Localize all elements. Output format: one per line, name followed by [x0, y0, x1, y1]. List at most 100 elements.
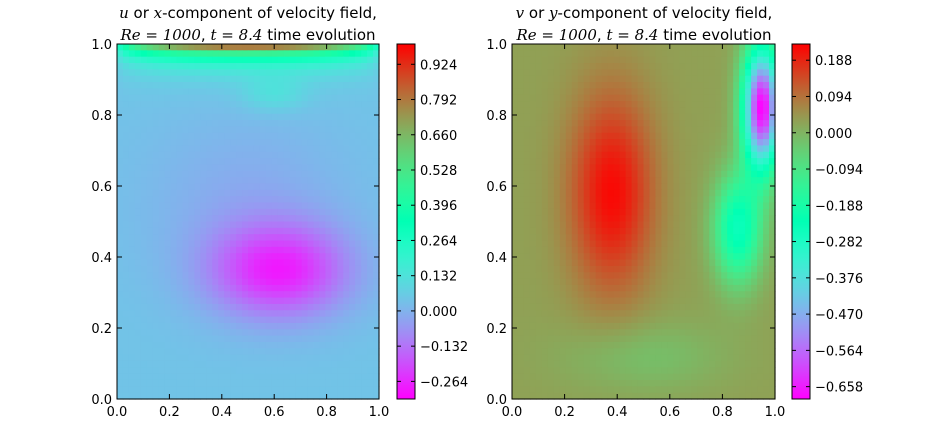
u-field-cell — [152, 56, 160, 64]
u-field-cell — [230, 253, 237, 261]
u-field-cell — [265, 94, 273, 102]
v-field-cell — [715, 151, 722, 159]
u-field-cell — [265, 101, 273, 108]
u-field-cell — [265, 329, 273, 337]
u-field-cell — [289, 354, 297, 362]
u-field-cell — [140, 151, 148, 159]
v-field-cell — [739, 44, 746, 51]
v-field-cell — [565, 354, 573, 362]
u-field-cell — [289, 303, 297, 311]
v-field-cell — [589, 50, 597, 58]
v-field-cell — [679, 265, 686, 273]
v-field-cell — [607, 44, 615, 51]
u-field-cell — [253, 341, 261, 349]
v-field-cell — [661, 139, 669, 147]
u-field-cell — [194, 284, 201, 292]
u-field-cell — [319, 322, 326, 330]
v-field-cell — [763, 297, 770, 305]
u-field-cell — [343, 50, 350, 58]
u-field-cell — [349, 82, 356, 89]
v-field-cell — [715, 297, 722, 305]
u-field-cell — [289, 253, 297, 261]
u-field-cell — [128, 139, 136, 147]
v-field-cell — [625, 75, 633, 83]
v-field-cell — [565, 316, 573, 324]
v-field-cell — [571, 360, 579, 368]
u-field-cell — [343, 297, 350, 305]
v-field-cell — [733, 158, 740, 166]
v-field-cell — [703, 335, 710, 343]
u-field-cell — [253, 329, 261, 337]
v-field-cell — [757, 44, 764, 51]
v-field-cell — [739, 132, 746, 140]
u-field-cell — [301, 329, 309, 337]
u-field-cell — [265, 227, 273, 235]
v-field-cell — [583, 246, 591, 254]
u-field-cell — [170, 310, 178, 318]
v-field-cell — [643, 335, 651, 343]
u-field-cell — [271, 50, 279, 58]
u-field-cell — [176, 221, 184, 229]
u-field-cell — [367, 75, 374, 83]
u-field-cell — [259, 126, 267, 134]
v-field-cell — [547, 341, 555, 349]
v-field-cell — [643, 75, 651, 83]
v-field-cell — [589, 145, 597, 153]
v-field-cell — [703, 113, 710, 121]
u-field-cell — [182, 310, 190, 318]
v-field-cell — [637, 120, 645, 128]
u-field-cell — [170, 329, 178, 337]
u-field-cell — [367, 240, 374, 248]
v-field-cell — [685, 316, 692, 324]
u-field-cell — [212, 88, 219, 96]
u-field-cell — [367, 234, 374, 242]
u-field-cell — [206, 329, 213, 337]
u-field-cell — [259, 322, 267, 330]
u-field-cell — [128, 50, 136, 58]
u-field-cell — [134, 297, 142, 305]
v-field-cell — [643, 126, 651, 134]
v-field-cell — [631, 221, 639, 229]
u-field-cell — [152, 322, 160, 330]
u-field-cell — [146, 392, 154, 400]
u-field-cell — [319, 94, 326, 102]
u-field-cell — [361, 316, 368, 324]
v-field-cell — [535, 132, 543, 140]
v-field-cell — [631, 310, 639, 318]
u-field-cell — [355, 63, 362, 70]
v-field-cell — [661, 202, 669, 210]
u-field-cell — [212, 379, 219, 387]
u-field-cell — [349, 101, 356, 108]
u-field-cell — [253, 126, 261, 134]
u-field-cell — [271, 348, 279, 356]
v-field-cell — [625, 291, 633, 299]
u-field-cell — [355, 259, 362, 267]
v-field-cell — [577, 170, 585, 178]
v-field-cell — [691, 63, 698, 70]
v-field-cell — [512, 316, 519, 324]
u-field-cell — [337, 291, 344, 299]
u-field-cell — [128, 132, 136, 140]
v-field-cell — [619, 132, 627, 140]
u-field-cell — [367, 126, 374, 134]
v-field-cell — [571, 94, 579, 102]
v-field-cell — [721, 272, 728, 280]
v-field-cell — [655, 101, 663, 108]
v-field-cell — [691, 322, 698, 330]
v-field-cell — [559, 132, 567, 140]
u-field-cell — [176, 120, 184, 128]
u-field-cell — [212, 246, 219, 254]
u-field-cell — [236, 322, 243, 330]
u-field-cell — [200, 227, 207, 235]
u-field-cell — [349, 392, 356, 400]
v-field-cell — [649, 291, 657, 299]
v-field-cell — [541, 50, 549, 58]
v-field-cell — [649, 221, 657, 229]
v-field-cell — [517, 189, 525, 197]
u-field-cell — [158, 316, 166, 324]
v-field-cell — [637, 94, 645, 102]
u-field-cell — [200, 360, 207, 368]
v-field-cell — [577, 183, 585, 191]
v-field-cell — [655, 246, 663, 254]
v-field-cell — [553, 291, 561, 299]
